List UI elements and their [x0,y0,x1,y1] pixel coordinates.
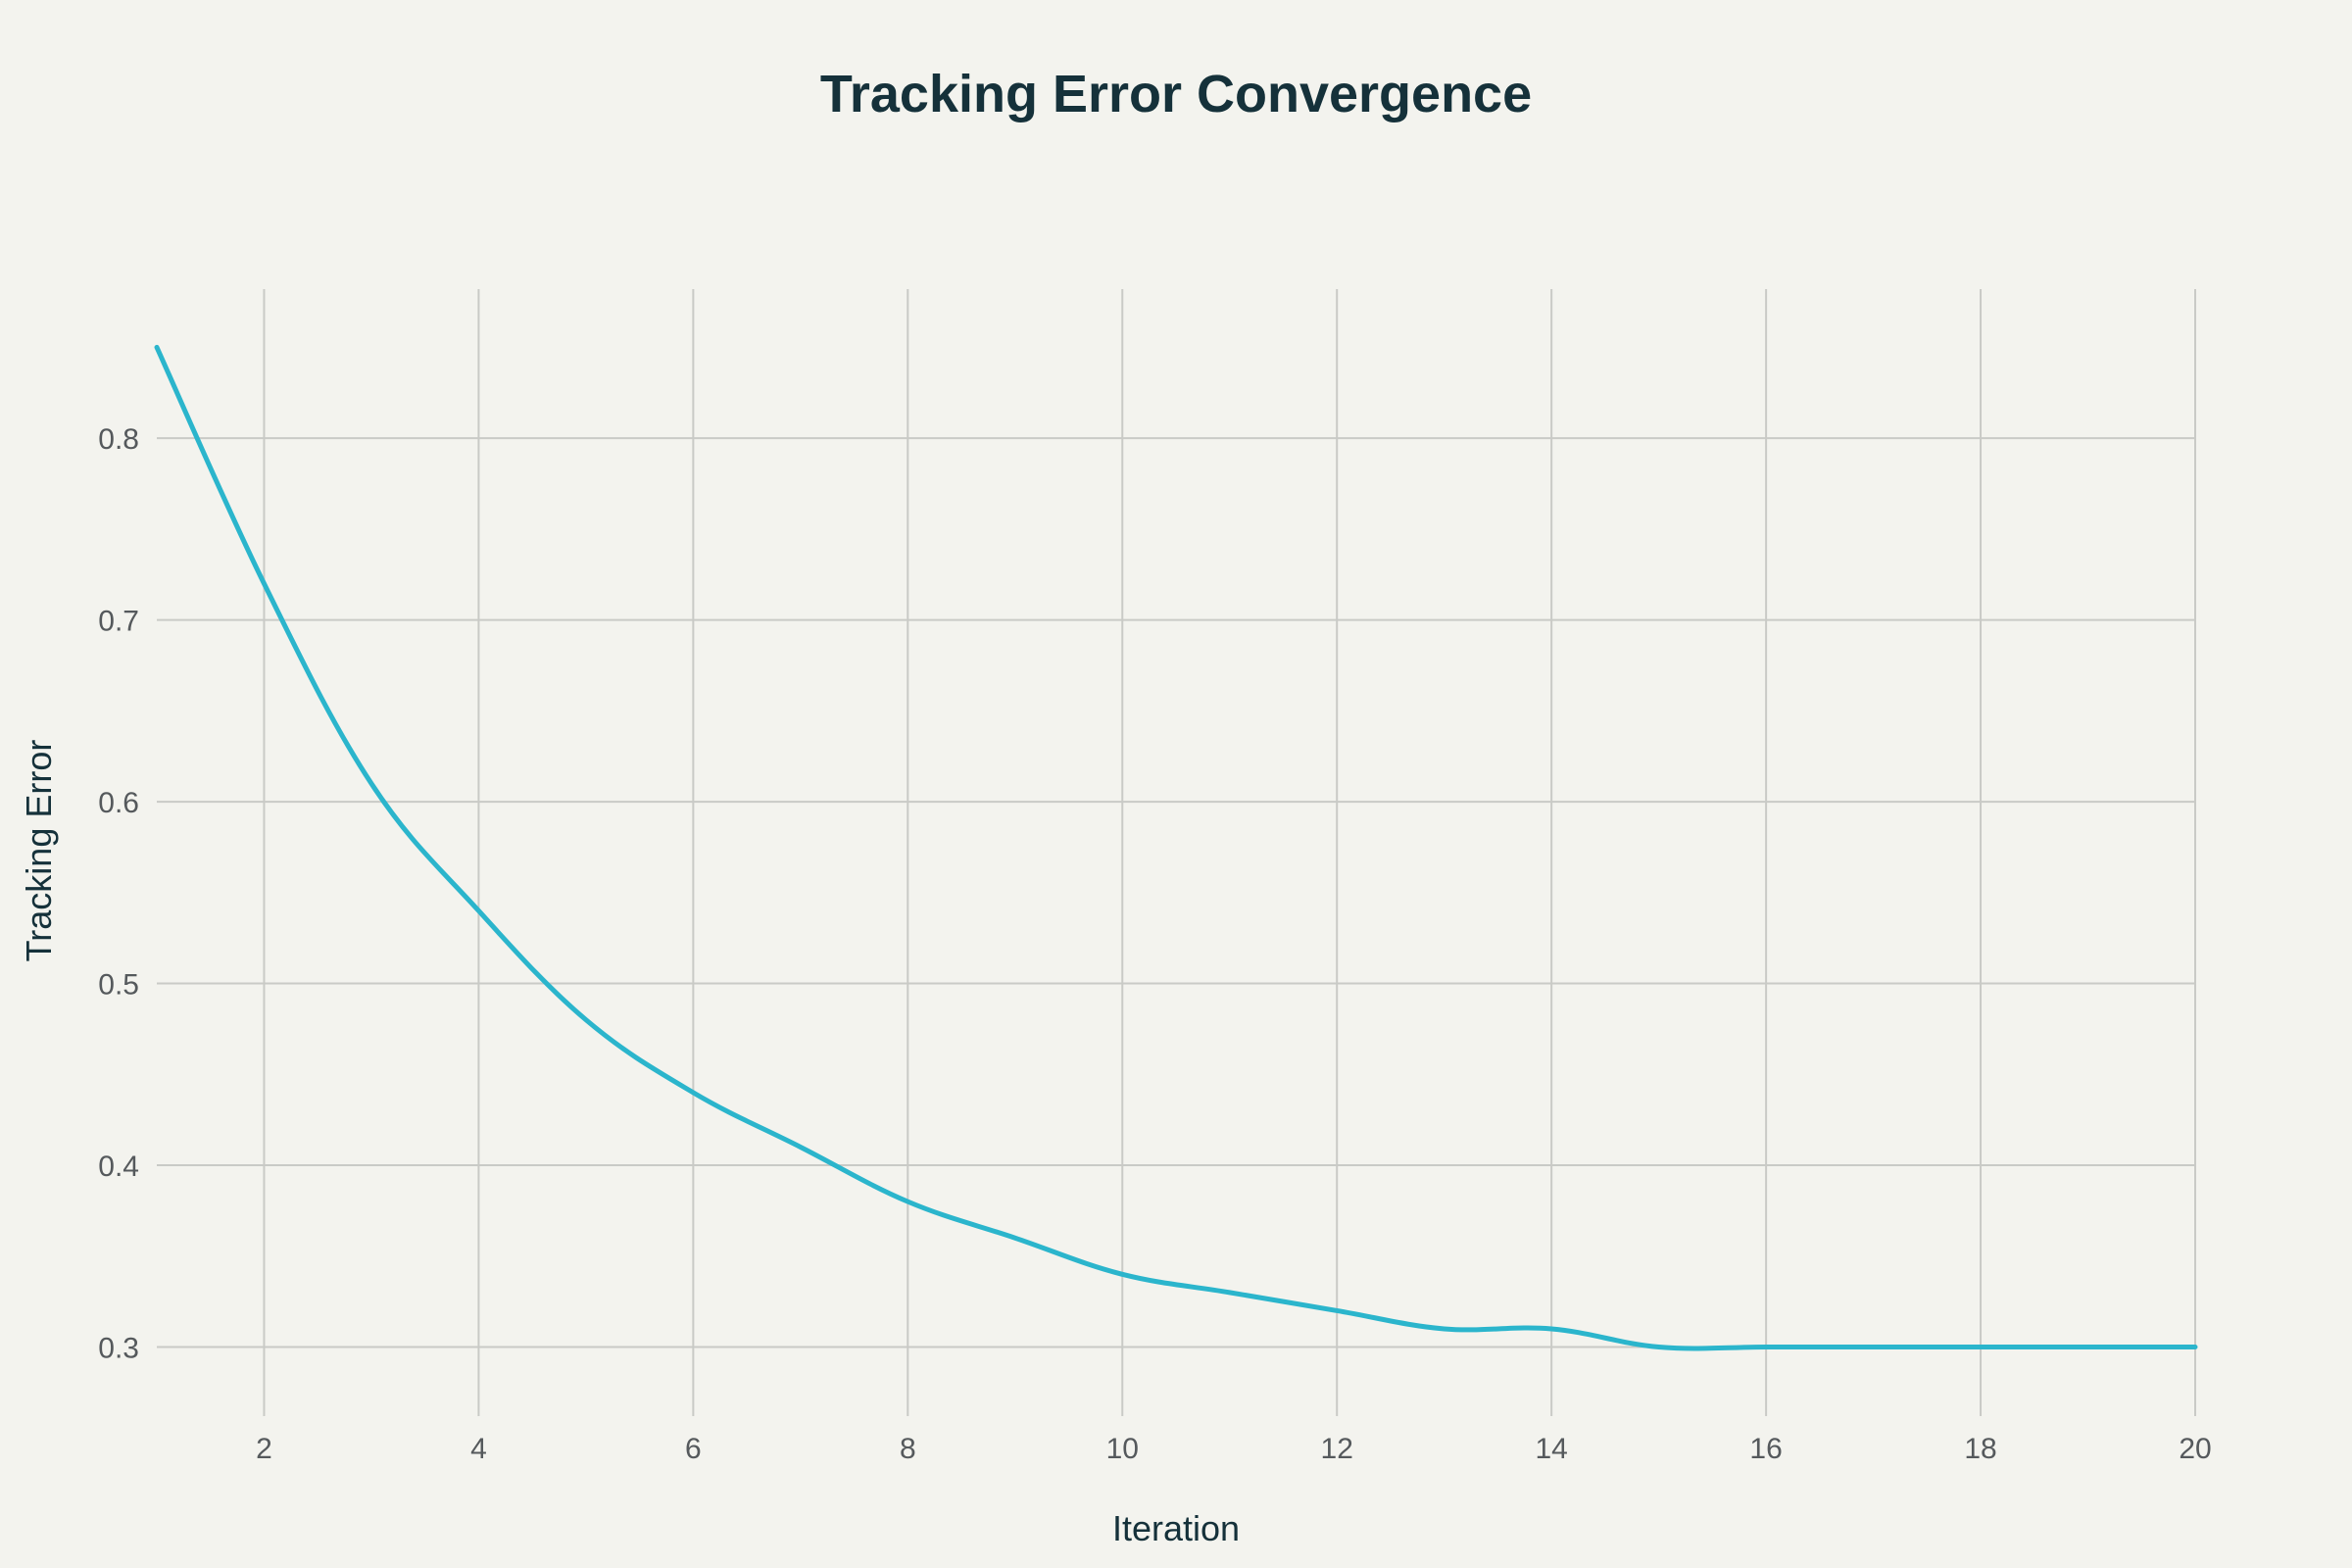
x-tick-label: 8 [900,1433,916,1465]
x-tick-label: 2 [256,1433,272,1465]
x-tick-label: 6 [685,1433,702,1465]
series-layer [154,344,2198,1351]
x-tick-label: 14 [1535,1433,1567,1465]
y-tick-label: 0.3 [98,1333,139,1365]
x-tick-label: 20 [2179,1433,2211,1465]
chart-title: Tracking Error Convergence [820,65,1532,123]
x-axis-title: Iteration [1112,1508,1240,1548]
y-gridlines [157,437,2195,1348]
x-gridlines [263,289,2196,1416]
x-tick-label: 4 [470,1433,487,1465]
x-tick-label: 16 [1749,1433,1782,1465]
series-line-0 [154,344,2198,1351]
x-tick-label: 18 [1964,1433,1996,1465]
y-tick-labels: 0.3 0.4 0.5 0.6 0.7 0.8 [98,423,139,1364]
y-tick-label: 0.5 [98,969,139,1002]
x-tick-label: 10 [1106,1433,1139,1465]
x-tick-labels: 2 4 6 8 10 12 14 16 18 20 [256,1433,2212,1465]
y-axis-title: Tracking Error [19,740,59,962]
y-tick-label: 0.4 [98,1151,139,1183]
y-tick-label: 0.7 [98,606,139,638]
y-tick-label: 0.6 [98,787,139,819]
x-tick-label: 12 [1321,1433,1353,1465]
y-tick-label: 0.8 [98,423,139,456]
